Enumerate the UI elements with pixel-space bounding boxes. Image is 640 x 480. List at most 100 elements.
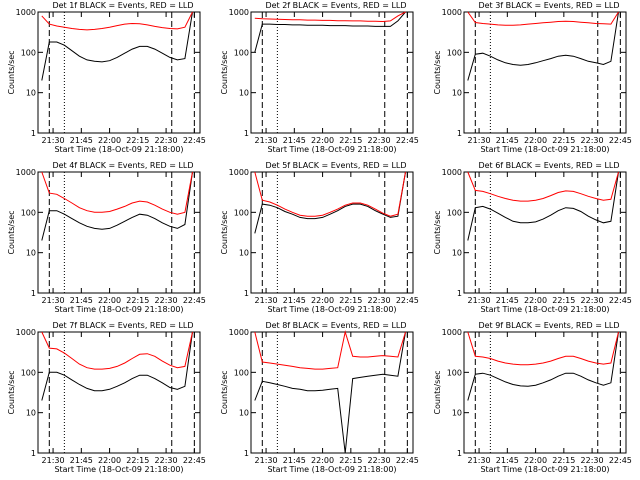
x-tick-label: 21:45 (70, 456, 93, 465)
y-tick-label: 100 (21, 208, 36, 217)
x-tick-label: 21:45 (70, 296, 93, 305)
x-tick-label: 21:45 (496, 136, 519, 145)
x-axis-label: Start Time (18-Oct-09 21:18:00) (480, 305, 609, 314)
x-tick-label: 21:30 (255, 296, 278, 305)
x-tick-label: 22:30 (581, 296, 604, 305)
x-tick-label: 22:15 (126, 456, 149, 465)
y-axis-label: Counts/sec (433, 50, 442, 94)
plot-frame (37, 171, 201, 294)
y-tick-label: 1000 (229, 8, 249, 17)
plot-frame (250, 171, 414, 294)
y-tick-label: 100 (234, 48, 249, 57)
chart-title: Det 2f BLACK = Events, RED = LLD (265, 1, 406, 10)
x-tick-label: 21:45 (283, 296, 306, 305)
x-tick-label: 22:45 (396, 136, 419, 145)
x-tick-label: 21:45 (496, 456, 519, 465)
y-tick-label: 10 (452, 409, 462, 418)
plot-frame (250, 11, 414, 134)
x-tick-label: 21:45 (283, 456, 306, 465)
y-tick-label: 10 (26, 89, 36, 98)
x-tick-label: 22:15 (339, 136, 362, 145)
y-tick-label: 1 (457, 129, 462, 138)
chart-title: Det 9f BLACK = Events, RED = LLD (478, 321, 619, 330)
y-axis-label: Counts/sec (433, 370, 442, 414)
x-axis-label: Start Time (18-Oct-09 21:18:00) (267, 465, 396, 474)
x-tick-label: 22:30 (368, 136, 391, 145)
series-line (41, 331, 193, 370)
series-line (467, 11, 619, 81)
plot-frame (250, 331, 414, 454)
x-tick-label: 21:45 (496, 296, 519, 305)
series-line (41, 11, 193, 81)
x-tick-label: 22:00 (98, 456, 121, 465)
series-line (467, 331, 619, 366)
chart-title: Det 5f BLACK = Events, RED = LLD (265, 161, 406, 170)
x-tick-label: 21:30 (255, 136, 278, 145)
plot-frame (463, 331, 627, 454)
y-tick-label: 1 (244, 289, 249, 298)
x-axis-label: Start Time (18-Oct-09 21:18:00) (267, 145, 396, 154)
series-line (467, 171, 619, 241)
y-tick-label: 1000 (442, 168, 462, 177)
x-tick-label: 22:00 (98, 296, 121, 305)
x-tick-label: 22:15 (552, 136, 575, 145)
x-tick-label: 21:30 (468, 296, 491, 305)
y-tick-label: 1000 (16, 168, 36, 177)
x-tick-label: 22:15 (552, 456, 575, 465)
x-tick-label: 22:45 (609, 296, 632, 305)
y-tick-label: 1 (244, 449, 249, 458)
x-tick-label: 22:15 (339, 296, 362, 305)
x-tick-label: 22:00 (311, 136, 334, 145)
series-line (254, 330, 406, 370)
x-tick-label: 22:30 (155, 136, 178, 145)
y-tick-label: 100 (447, 48, 462, 57)
series-line (254, 11, 406, 53)
x-tick-label: 21:30 (42, 456, 65, 465)
series-line (467, 331, 619, 401)
series-line (467, 11, 619, 26)
x-tick-label: 22:15 (339, 456, 362, 465)
y-tick-label: 1 (457, 289, 462, 298)
plot-frame (463, 171, 627, 294)
chart-title: Det 6f BLACK = Events, RED = LLD (478, 161, 619, 170)
y-tick-label: 1 (31, 289, 36, 298)
y-axis-label: Counts/sec (220, 50, 229, 94)
y-tick-label: 10 (239, 249, 249, 258)
series-line (254, 171, 406, 234)
y-tick-label: 1 (244, 129, 249, 138)
y-tick-label: 10 (26, 249, 36, 258)
series-line (467, 171, 619, 202)
y-tick-label: 1 (31, 449, 36, 458)
series-line (254, 171, 406, 217)
y-tick-label: 1000 (16, 328, 36, 337)
series-line (41, 171, 193, 241)
x-tick-label: 22:15 (552, 296, 575, 305)
y-tick-label: 1000 (16, 8, 36, 17)
y-tick-label: 1000 (229, 168, 249, 177)
series-line (41, 331, 193, 401)
chart-title: Det 3f BLACK = Events, RED = LLD (478, 1, 619, 10)
x-tick-label: 22:45 (396, 456, 419, 465)
series-line (41, 11, 193, 31)
x-tick-label: 21:45 (283, 136, 306, 145)
x-tick-label: 21:30 (468, 136, 491, 145)
y-tick-label: 10 (239, 89, 249, 98)
x-tick-label: 21:30 (468, 456, 491, 465)
x-tick-label: 22:00 (98, 136, 121, 145)
x-tick-label: 22:45 (183, 296, 206, 305)
chart-title: Det 4f BLACK = Events, RED = LLD (52, 161, 193, 170)
x-tick-label: 22:15 (126, 136, 149, 145)
chart-title: Det 1f BLACK = Events, RED = LLD (52, 1, 193, 10)
x-axis-label: Start Time (18-Oct-09 21:18:00) (54, 145, 183, 154)
x-tick-label: 22:30 (368, 296, 391, 305)
y-tick-label: 1000 (442, 8, 462, 17)
x-tick-label: 22:45 (183, 456, 206, 465)
x-tick-label: 22:45 (609, 456, 632, 465)
x-tick-label: 22:30 (155, 456, 178, 465)
plot-frame (463, 11, 627, 134)
x-tick-label: 22:00 (524, 456, 547, 465)
y-tick-label: 10 (452, 89, 462, 98)
y-tick-label: 100 (21, 48, 36, 57)
x-tick-label: 22:00 (311, 456, 334, 465)
y-axis-label: Counts/sec (7, 210, 16, 254)
